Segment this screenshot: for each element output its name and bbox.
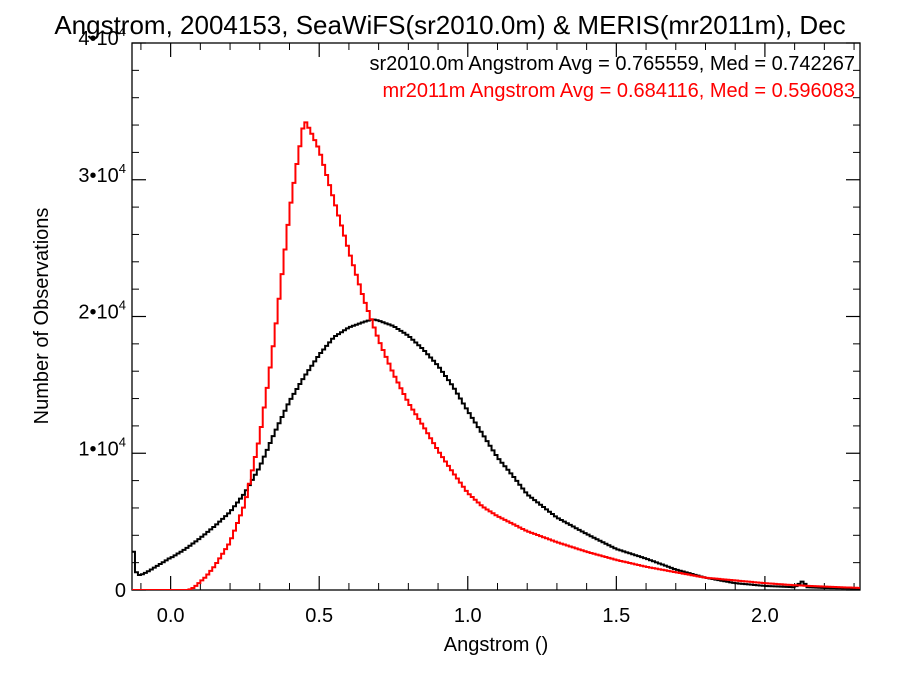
legend-entry-sr2010: sr2010.0m Angstrom Avg = 0.765559, Med =… bbox=[369, 53, 855, 75]
y-axis: 0 1•104 2•104 3•104 4•104 bbox=[78, 24, 860, 602]
x-tick-label: 0.0 bbox=[157, 605, 185, 627]
x-tick-label: 1.0 bbox=[454, 605, 482, 627]
legend-entry-mr2011: mr2011m Angstrom Avg = 0.684116, Med = 0… bbox=[382, 80, 855, 102]
y-tick-label: 1•104 bbox=[78, 434, 126, 460]
y-tick-label: 3•104 bbox=[78, 161, 126, 187]
x-tick-label: 1.5 bbox=[602, 605, 630, 627]
x-tick-label: 2.0 bbox=[751, 605, 779, 627]
y-axis-label: Number of Observations bbox=[31, 208, 53, 425]
series-line-0 bbox=[132, 318, 860, 590]
x-axis-label: Angstrom () bbox=[444, 634, 548, 656]
legend: sr2010.0m Angstrom Avg = 0.765559, Med =… bbox=[369, 53, 855, 102]
series-layer bbox=[132, 121, 860, 590]
x-axis: 0.0 0.5 1.0 1.5 2.0 bbox=[140, 43, 855, 627]
y-tick-label: 0 bbox=[115, 580, 126, 602]
y-tick-label: 4•104 bbox=[78, 24, 126, 50]
x-tick-label: 0.5 bbox=[305, 605, 333, 627]
chart-title: Angstrom, 2004153, SeaWiFS(sr2010.0m) & … bbox=[54, 10, 845, 40]
y-tick-label: 2•104 bbox=[78, 298, 126, 324]
series-line-1 bbox=[132, 121, 860, 590]
